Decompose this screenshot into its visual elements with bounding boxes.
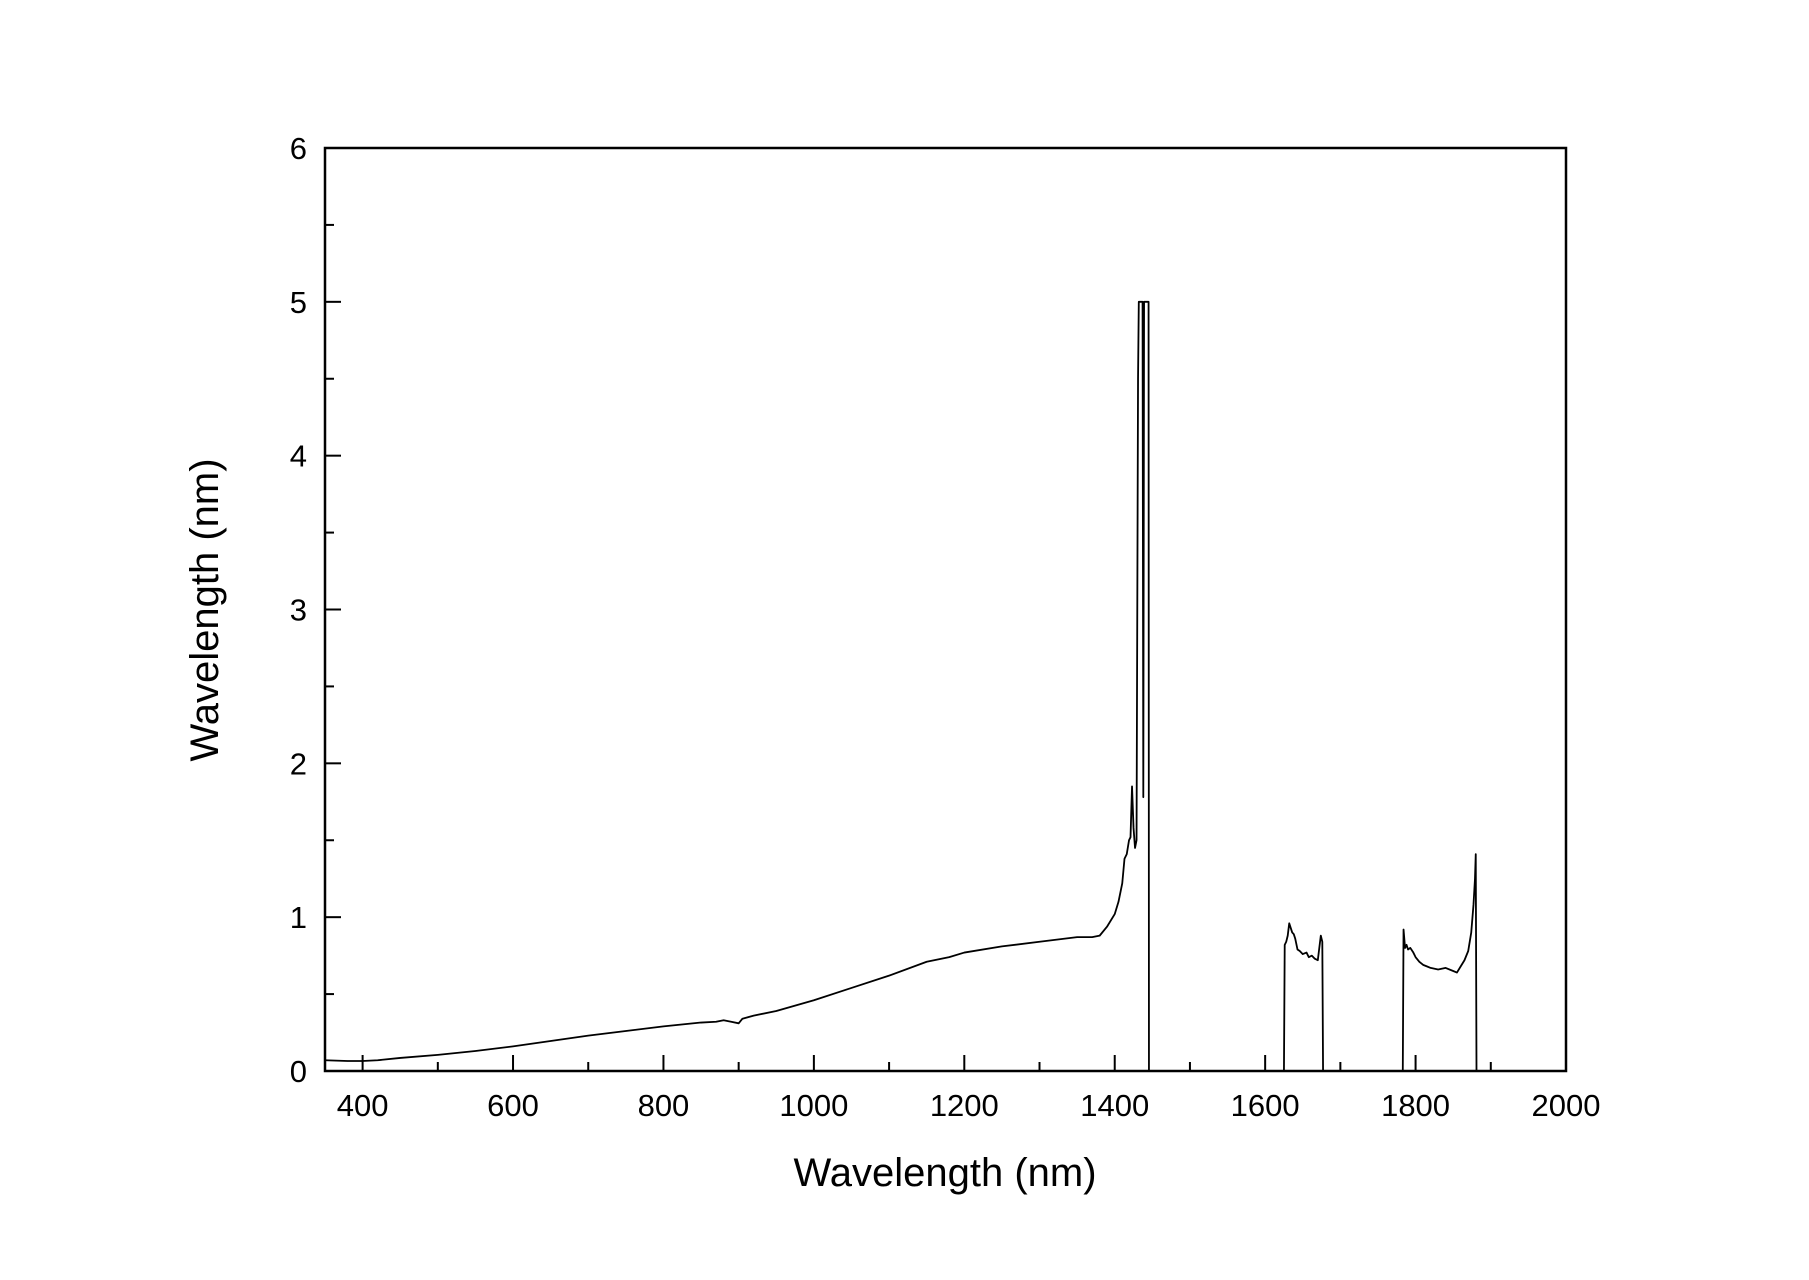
y-tick-label: 2 bbox=[290, 746, 307, 781]
y-tick-label: 1 bbox=[290, 900, 307, 935]
x-tick-label: 1600 bbox=[1231, 1088, 1300, 1123]
x-tick-label: 600 bbox=[487, 1088, 539, 1123]
series-line-segment bbox=[1283, 922, 1324, 1072]
x-tick-label: 1000 bbox=[779, 1088, 848, 1123]
x-tick-label: 400 bbox=[337, 1088, 389, 1123]
y-tick-label: 4 bbox=[290, 439, 307, 474]
x-tick-label: 800 bbox=[638, 1088, 690, 1123]
axis-ticks bbox=[325, 147, 1567, 1072]
series-line-segment bbox=[324, 300, 1150, 1072]
plot-frame bbox=[323, 146, 1568, 1073]
series-layer bbox=[324, 300, 1478, 1072]
y-tick-label: 3 bbox=[290, 593, 307, 628]
x-tick-label: 2000 bbox=[1532, 1088, 1601, 1123]
y-axis-title: Wavelength (nm) bbox=[183, 458, 227, 761]
x-tick-label: 1400 bbox=[1080, 1088, 1149, 1123]
x-tick-label: 1200 bbox=[930, 1088, 999, 1123]
y-tick-label: 6 bbox=[290, 131, 307, 166]
series-line-segment bbox=[1401, 853, 1478, 1072]
y-tick-label: 0 bbox=[290, 1054, 307, 1089]
x-tick-label: 1800 bbox=[1381, 1088, 1450, 1123]
tick-labels: 400 600 800 1000 1200 1400 1600 1800 2000 0 1 2 3 4 5 6 bbox=[290, 131, 1601, 1123]
y-tick-label: 5 bbox=[290, 285, 307, 320]
x-axis-title: Wavelength (nm) bbox=[793, 1151, 1096, 1195]
